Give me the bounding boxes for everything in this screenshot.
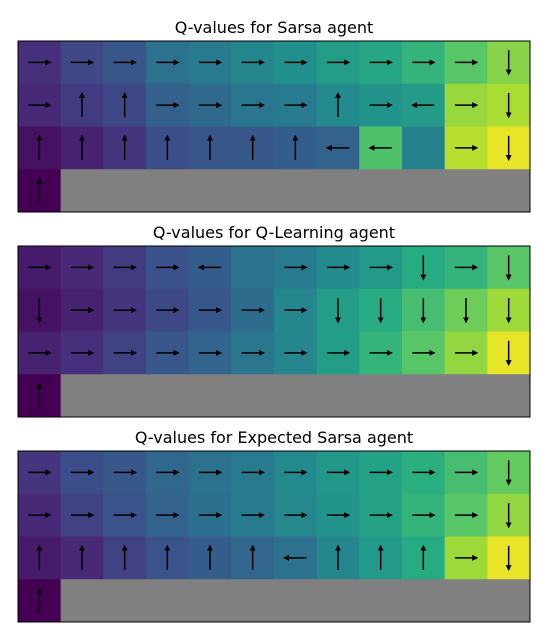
heatmap-cell [231, 246, 274, 289]
masked-cell [487, 579, 530, 622]
heatmap-panel: Q-values for Expected Sarsa agent [18, 428, 531, 623]
masked-cell [317, 374, 360, 417]
masked-cell [189, 169, 232, 212]
masked-cell [103, 579, 146, 622]
masked-cell [189, 579, 232, 622]
masked-cell [103, 169, 146, 212]
masked-cell [445, 169, 488, 212]
masked-cell [402, 374, 445, 417]
chart-title: Q-values for Expected Sarsa agent [135, 428, 413, 447]
masked-cell [487, 169, 530, 212]
masked-cell [61, 169, 104, 212]
masked-cell [146, 579, 189, 622]
masked-cell [317, 169, 360, 212]
masked-cell [402, 169, 445, 212]
masked-cell [359, 374, 402, 417]
masked-cell [103, 374, 146, 417]
heatmap-panel: Q-values for Sarsa agent [18, 18, 531, 213]
masked-cell [445, 374, 488, 417]
masked-cell [445, 579, 488, 622]
masked-cell [402, 579, 445, 622]
chart-title: Q-values for Q-Learning agent [153, 223, 395, 242]
masked-cell [146, 374, 189, 417]
masked-cell [359, 169, 402, 212]
masked-cell [61, 374, 104, 417]
masked-cell [274, 169, 317, 212]
heatmap-cell [402, 127, 445, 170]
masked-cell [189, 374, 232, 417]
masked-cell [487, 374, 530, 417]
masked-cell [146, 169, 189, 212]
masked-cell [231, 579, 274, 622]
masked-cell [231, 169, 274, 212]
masked-cell [61, 579, 104, 622]
masked-cell [274, 374, 317, 417]
masked-cell [231, 374, 274, 417]
masked-cell [317, 579, 360, 622]
chart-title: Q-values for Sarsa agent [175, 18, 374, 37]
heatmap-panel: Q-values for Q-Learning agent [18, 223, 531, 418]
masked-cell [359, 579, 402, 622]
masked-cell [274, 579, 317, 622]
